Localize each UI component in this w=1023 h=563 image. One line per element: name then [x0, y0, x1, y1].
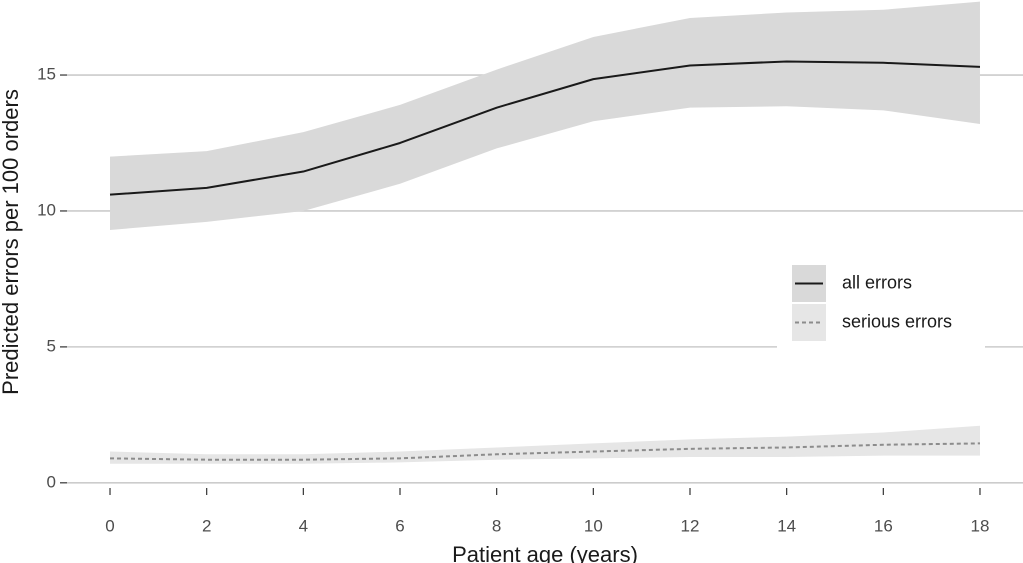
x-tick-label: 0	[105, 516, 114, 535]
legend-label: all errors	[842, 272, 912, 292]
y-tick-label: 0	[47, 472, 56, 491]
confidence-band	[110, 1, 980, 230]
x-axis-title: Patient age (years)	[452, 542, 638, 563]
y-tick-label: 10	[37, 200, 56, 219]
x-tick-label: 4	[299, 516, 308, 535]
x-tick-label: 10	[584, 516, 603, 535]
x-tick-label: 14	[777, 516, 796, 535]
series-line	[109, 60, 981, 196]
legend: all errors serious errors	[777, 258, 985, 350]
x-tick-label: 18	[971, 516, 990, 535]
legend-label: serious errors	[842, 311, 952, 331]
y-tick-label: 15	[37, 65, 56, 84]
x-tick-label: 6	[395, 516, 404, 535]
x-tick-label: 12	[681, 516, 700, 535]
x-tick-label: 16	[874, 516, 893, 535]
y-tick-label: 5	[47, 336, 56, 355]
x-tick-label: 8	[492, 516, 501, 535]
x-tick-label: 2	[202, 516, 211, 535]
series-line	[110, 442, 980, 461]
confidence-band	[110, 425, 980, 464]
y-axis-title: Predicted errors per 100 orders	[0, 89, 23, 395]
